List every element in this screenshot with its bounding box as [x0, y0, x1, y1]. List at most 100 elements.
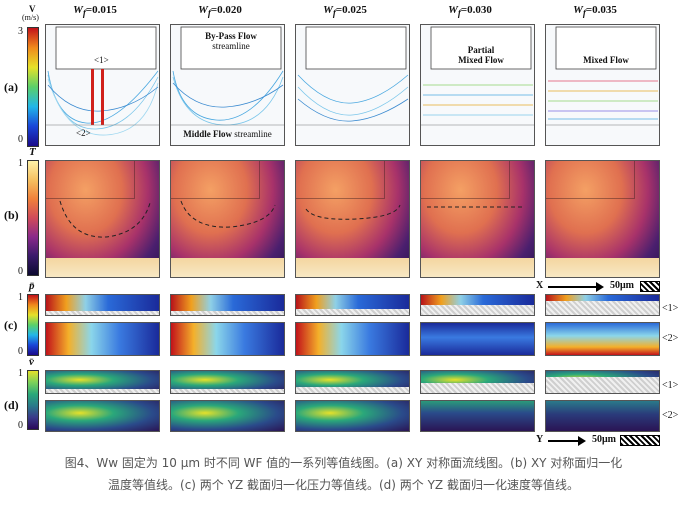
annotation-partial-mixed-flow: Mixed Flow: [458, 55, 504, 65]
temperature-contour-2: [180, 200, 276, 228]
colorbar-temperature: [27, 160, 39, 276]
streamline-lines-4: [421, 26, 534, 126]
velocity-wall-hatch: [546, 377, 659, 393]
pressure-panel-2-bottom: [170, 322, 285, 356]
temperature-channel-outline-2: [171, 161, 261, 200]
colorbar-p-title: p̄: [29, 280, 35, 292]
pressure-panel-5-top: [545, 294, 660, 316]
scale-y-arrow: [548, 436, 586, 446]
streamline-lines-2: [171, 26, 284, 126]
streamline-panel-1: <1> <2>: [45, 24, 160, 146]
velocity-panel-1-top: [45, 370, 160, 394]
temperature-channel-outline-3: [296, 161, 386, 200]
section-label-1-c: <1>: [662, 303, 679, 314]
velocity-panel-4-top: [420, 370, 535, 394]
colorbar-velocity-normalized: [27, 370, 39, 430]
temperature-substrate-3: [296, 258, 409, 277]
pressure-wall-hatch: [296, 309, 409, 315]
annotation-mixed-flow: Mixed Flow: [583, 55, 629, 65]
pressure-panel-5-bottom: [545, 322, 660, 356]
velocity-panel-5-top: [545, 370, 660, 394]
colorbar-pressure: [27, 294, 39, 356]
velocity-panel-3-top: [295, 370, 410, 394]
temperature-substrate-1: [46, 258, 159, 277]
caption-line-1: 图4、Ww 固定为 10 μm 时不同 WF 值的一系列等值线图。(a) XY …: [64, 456, 623, 470]
scale-x-axis-label: X: [536, 280, 544, 291]
velocity-wall-hatch: [46, 389, 159, 393]
temperature-channel-outline-5: [546, 161, 636, 200]
annotation-partial: Partial: [467, 45, 495, 55]
temperature-substrate-5: [546, 258, 659, 277]
pressure-wall-hatch: [46, 311, 159, 315]
pressure-panel-2-top: [170, 294, 285, 316]
colorbar-vv-max: 1: [18, 368, 23, 379]
pressure-panel-4-top: [420, 294, 535, 316]
column-header-5: Wf=0.035: [573, 4, 617, 19]
velocity-panel-3-bottom: [295, 400, 410, 432]
temperature-channel-outline-4: [421, 161, 511, 200]
velocity-wall-hatch: [421, 383, 534, 393]
row-label-d: (d): [4, 398, 19, 412]
section-label-2-c: <2>: [662, 333, 679, 344]
colorbar-p-min: 0: [18, 346, 23, 357]
pressure-panel-4-bottom: [420, 322, 535, 356]
streamline-lines-5: [546, 26, 659, 126]
colorbar-vv-min: 0: [18, 420, 23, 431]
annotation-bypass-flow: By-Pass Flow: [205, 31, 257, 41]
pressure-wall-hatch: [171, 311, 284, 315]
velocity-panel-4-bottom: [420, 400, 535, 432]
scale-y-axis-label: Y: [536, 434, 544, 445]
temperature-channel-outline-1: [46, 161, 136, 200]
section-label-2-d: <2>: [662, 410, 679, 421]
velocity-panel-5-bottom: [545, 400, 660, 432]
pressure-panel-1-top: [45, 294, 160, 316]
temperature-contour-1: [59, 200, 151, 238]
velocity-wall-hatch: [296, 387, 409, 393]
colorbar-v-title: V: [29, 4, 36, 14]
colorbar-v-max: 3: [18, 26, 23, 37]
velocity-wall-hatch: [171, 389, 284, 393]
colorbar-v-min: 0: [18, 134, 23, 145]
section-label-1-d: <1>: [662, 380, 679, 391]
annotation-bypass-streamline: streamline: [212, 41, 250, 51]
pressure-panel-1-bottom: [45, 322, 160, 356]
temperature-panel-2: [170, 160, 285, 278]
pressure-wall-hatch: [546, 301, 659, 315]
scale-x-bar: [640, 281, 660, 292]
streamline-lines-1: [46, 26, 159, 136]
colorbar-t-title: T: [29, 146, 36, 158]
row-label-a: (a): [4, 80, 18, 94]
temperature-panel-5: [545, 160, 660, 278]
colorbar-t-max: 1: [18, 158, 23, 169]
temperature-substrate-2: [171, 258, 284, 277]
temperature-panel-4: [420, 160, 535, 278]
row-label-b: (b): [4, 208, 19, 222]
caption-line-2: 温度等值线。(c) 两个 YZ 截面归一化压力等值线。(d) 两个 YZ 截面归…: [108, 478, 579, 492]
streamline-panel-3: [295, 24, 410, 146]
temperature-contour-4: [427, 206, 525, 208]
colorbar-v-unit: (m/s): [22, 13, 39, 22]
colorbar-vv-title: v̄: [29, 356, 34, 368]
velocity-panel-1-bottom: [45, 400, 160, 432]
scale-y-bar: [620, 435, 660, 446]
velocity-panel-2-bottom: [170, 400, 285, 432]
annotation-section-1: <1>: [94, 55, 109, 65]
column-header-2: Wf=0.020: [198, 4, 242, 19]
column-header-4: Wf=0.030: [448, 4, 492, 19]
scale-y-length: 50μm: [592, 434, 616, 445]
temperature-panel-1: [45, 160, 160, 278]
scale-x-arrow: [548, 282, 604, 292]
figure-caption: 图4、Ww 固定为 10 μm 时不同 WF 值的一系列等值线图。(a) XY …: [0, 452, 687, 496]
temperature-contour-3: [305, 204, 401, 220]
streamline-lines-3: [296, 26, 409, 126]
colorbar-t-min: 0: [18, 266, 23, 277]
column-header-3: Wf=0.025: [323, 4, 367, 19]
velocity-panel-2-top: [170, 370, 285, 394]
column-header-1: Wf=0.015: [73, 4, 117, 19]
streamline-panel-4: Partial Mixed Flow: [420, 24, 535, 146]
streamline-panel-5: Mixed Flow: [545, 24, 660, 146]
streamline-panel-2: By-Pass Flow streamline Middle Flow stre…: [170, 24, 285, 146]
annotation-section-2: <2>: [76, 128, 91, 138]
annotation-middle-flow: Middle Flow streamline: [183, 129, 272, 139]
scale-x-length: 50μm: [610, 280, 634, 291]
